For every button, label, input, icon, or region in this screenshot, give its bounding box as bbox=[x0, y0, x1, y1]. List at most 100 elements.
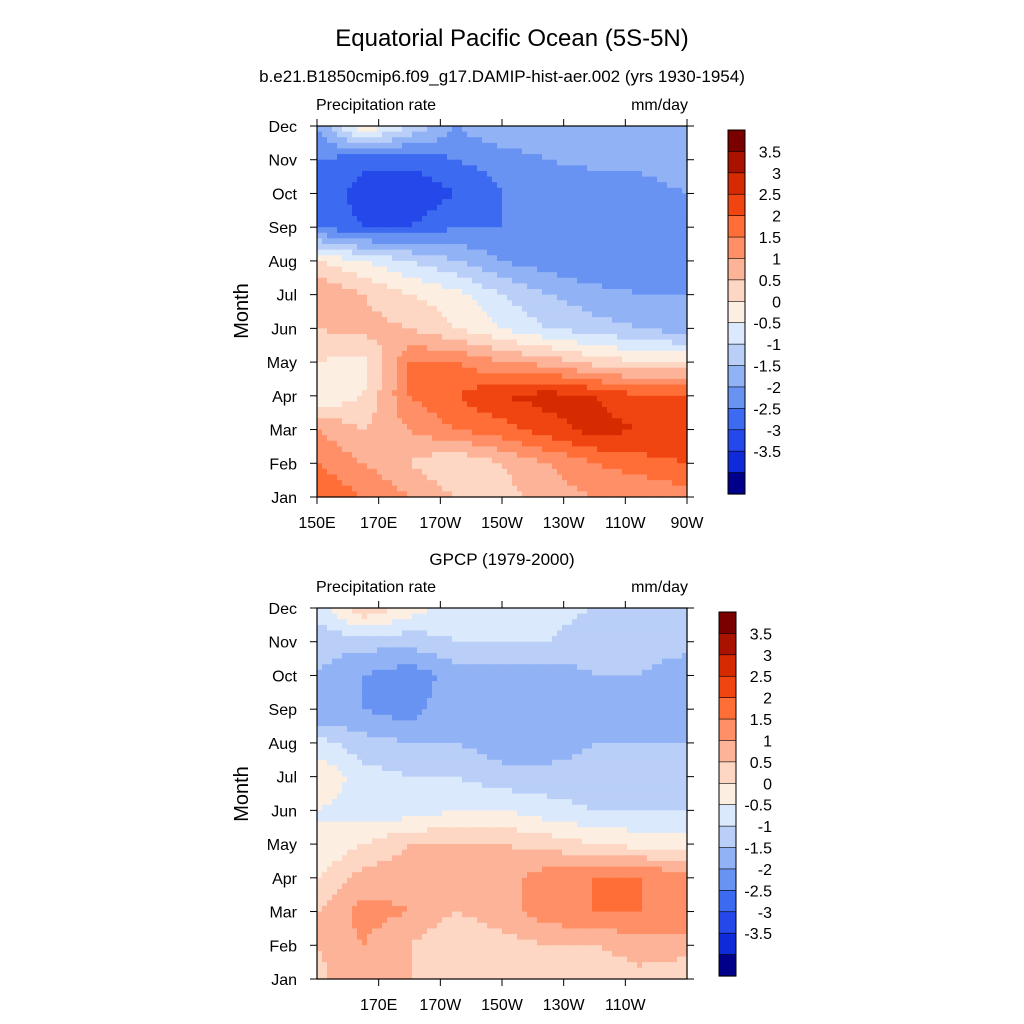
heatmap-cell bbox=[382, 395, 388, 403]
heatmap-cell bbox=[372, 480, 378, 487]
heatmap-cell bbox=[477, 311, 483, 318]
heatmap-cell bbox=[547, 176, 553, 183]
heatmap-cell bbox=[647, 435, 653, 442]
heatmap-cell bbox=[662, 317, 668, 324]
heatmap-cell bbox=[527, 131, 533, 138]
heatmap-cell bbox=[362, 412, 368, 419]
heatmap-cell bbox=[472, 350, 478, 358]
heatmap-cell bbox=[672, 373, 678, 380]
heatmap-cell bbox=[352, 227, 358, 234]
heatmap-cell bbox=[552, 260, 558, 268]
heatmap-cell bbox=[617, 345, 623, 352]
heatmap-cell bbox=[552, 227, 558, 234]
heatmap-cell bbox=[402, 199, 408, 206]
heatmap-cell bbox=[487, 221, 493, 228]
heatmap-cell bbox=[477, 452, 483, 459]
heatmap-cell bbox=[662, 142, 668, 150]
heatmap-cell bbox=[322, 463, 328, 470]
heatmap-cell bbox=[367, 440, 373, 448]
heatmap-cell bbox=[497, 463, 503, 470]
heatmap-cell bbox=[657, 176, 663, 183]
heatmap-cell bbox=[372, 345, 378, 352]
heatmap-cell bbox=[357, 452, 363, 459]
heatmap-cell bbox=[327, 311, 333, 318]
heatmap-cell bbox=[672, 474, 678, 481]
heatmap-cell bbox=[617, 373, 623, 380]
heatmap-cell bbox=[322, 210, 328, 217]
heatmap-cell bbox=[422, 373, 428, 380]
heatmap-cell bbox=[627, 244, 633, 251]
heatmap-cell bbox=[537, 350, 543, 358]
heatmap-cell bbox=[357, 401, 363, 408]
heatmap-cell bbox=[492, 142, 498, 150]
heatmap-cell bbox=[512, 272, 518, 279]
heatmap-cell bbox=[377, 480, 383, 487]
heatmap-cell bbox=[427, 401, 433, 408]
heatmap-cell bbox=[612, 468, 618, 476]
heatmap-cell bbox=[542, 457, 548, 464]
heatmap-cell bbox=[377, 289, 383, 296]
heatmap-cell bbox=[402, 317, 408, 324]
heatmap-cell bbox=[487, 485, 493, 492]
heatmap-cell bbox=[382, 440, 388, 448]
heatmap-cell bbox=[322, 608, 328, 615]
heatmap-cell bbox=[557, 137, 563, 144]
heatmap-cell bbox=[392, 170, 398, 178]
heatmap-cell bbox=[612, 176, 618, 183]
heatmap-cell bbox=[367, 345, 373, 352]
heatmap-cell bbox=[542, 440, 548, 448]
heatmap-cell bbox=[432, 260, 438, 268]
heatmap-cell bbox=[502, 170, 508, 178]
heatmap-cell bbox=[452, 328, 458, 335]
heatmap-cell bbox=[387, 485, 393, 492]
heatmap-cell bbox=[492, 244, 498, 251]
heatmap-cell bbox=[557, 187, 563, 195]
heatmap-cell bbox=[357, 446, 363, 453]
heatmap-cell bbox=[542, 322, 548, 329]
heatmap-cell bbox=[547, 485, 553, 492]
heatmap-cell bbox=[442, 260, 448, 268]
heatmap-cell bbox=[532, 356, 538, 363]
heatmap-cell bbox=[497, 215, 503, 223]
heatmap-cell bbox=[622, 272, 628, 279]
heatmap-cell bbox=[587, 283, 593, 290]
panel-bottom-units-label: mm/day bbox=[631, 579, 688, 596]
heatmap-cell bbox=[567, 390, 573, 397]
heatmap-cell bbox=[322, 260, 328, 268]
heatmap-cell bbox=[547, 137, 553, 144]
heatmap-cell bbox=[527, 339, 533, 346]
heatmap-cell bbox=[547, 199, 553, 206]
heatmap-cell bbox=[477, 305, 483, 313]
heatmap-cell bbox=[547, 463, 553, 470]
heatmap-cell bbox=[652, 457, 658, 464]
heatmap-cell bbox=[427, 412, 433, 419]
heatmap-cell bbox=[467, 126, 473, 133]
heatmap-cell bbox=[667, 401, 673, 408]
heatmap-cell bbox=[627, 367, 633, 374]
heatmap-cell bbox=[647, 131, 653, 138]
heatmap-cell bbox=[582, 373, 588, 380]
heatmap-cell bbox=[452, 317, 458, 324]
heatmap-cell bbox=[457, 176, 463, 183]
heatmap-cell bbox=[577, 350, 583, 358]
heatmap-cell bbox=[537, 317, 543, 324]
heatmap-cell bbox=[617, 215, 623, 223]
heatmap-cell bbox=[537, 429, 543, 436]
heatmap-cell bbox=[547, 418, 553, 425]
heatmap-cell bbox=[317, 232, 323, 240]
heatmap-cell bbox=[457, 300, 463, 307]
heatmap-cell bbox=[367, 272, 373, 279]
heatmap-cell bbox=[457, 193, 463, 200]
heatmap-cell bbox=[327, 210, 333, 217]
heatmap-cell bbox=[587, 300, 593, 307]
heatmap-cell bbox=[577, 148, 583, 155]
heatmap-cell bbox=[537, 480, 543, 487]
heatmap-cell bbox=[682, 289, 688, 296]
heatmap-cell bbox=[342, 485, 348, 492]
heatmap-cell bbox=[372, 137, 378, 144]
heatmap-cell bbox=[362, 311, 368, 318]
heatmap-cell bbox=[492, 457, 498, 464]
heatmap-cell bbox=[477, 300, 483, 307]
heatmap-cell bbox=[592, 126, 598, 133]
heatmap-cell bbox=[637, 199, 643, 206]
